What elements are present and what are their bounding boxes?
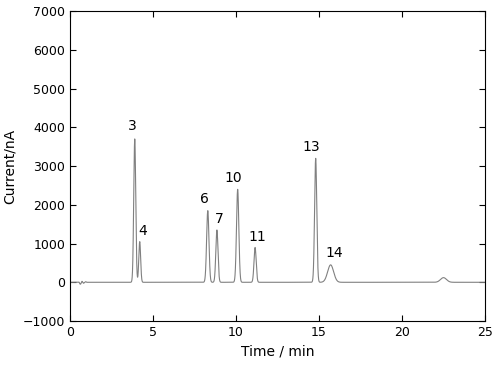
Text: 3: 3 [128,119,136,133]
Text: 10: 10 [224,170,242,184]
Text: 6: 6 [200,192,209,206]
Text: 13: 13 [302,139,320,154]
Y-axis label: Current/nA: Current/nA [3,128,17,204]
Text: 4: 4 [138,224,146,238]
Text: 7: 7 [214,212,224,226]
X-axis label: Time / min: Time / min [241,344,314,358]
Text: 11: 11 [248,230,266,244]
Text: 14: 14 [325,246,343,260]
